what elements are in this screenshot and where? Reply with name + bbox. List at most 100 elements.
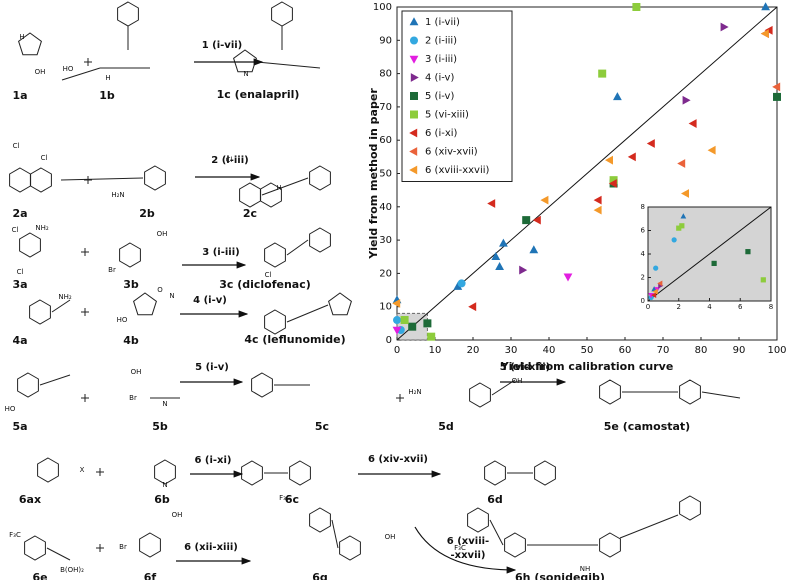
data-point [613, 92, 622, 101]
data-point [682, 95, 691, 105]
data-point [491, 251, 501, 260]
atom-label: Cl [265, 271, 272, 279]
data-point [522, 216, 531, 225]
data-point [646, 139, 655, 148]
legend-marker [410, 110, 418, 119]
ring [119, 242, 141, 268]
compound-label: 6e [32, 571, 47, 580]
y-tick-label: 90 [379, 35, 392, 46]
x-tick-label: 90 [733, 345, 746, 356]
data-point [468, 302, 477, 312]
compound-label: 6ax [19, 493, 41, 506]
reaction-label: 2 (i-iii) [211, 155, 248, 166]
bond [331, 519, 339, 549]
bond [46, 547, 71, 561]
data-point [711, 260, 717, 266]
bond [256, 61, 321, 69]
data-point [760, 277, 766, 283]
data-point [529, 245, 539, 254]
ring [17, 372, 39, 398]
data-point [563, 273, 573, 282]
data-point [761, 2, 770, 11]
ring [309, 227, 331, 253]
data-point [657, 280, 663, 287]
data-point [593, 195, 602, 205]
compound-label: 6c [285, 493, 299, 506]
x-tick-label: 6 [738, 303, 743, 311]
data-point [707, 145, 716, 155]
atom-label: B(OH)₂ [60, 566, 84, 574]
data-point [651, 292, 657, 298]
atom-label: HO [63, 65, 74, 73]
data-point [532, 215, 541, 225]
compound-label: 4a [12, 334, 27, 347]
data-point [423, 319, 432, 328]
x-tick-label: 4 [707, 303, 712, 311]
reaction-label: 3 (i-iii) [202, 247, 239, 258]
x-tick-label: 0 [394, 345, 400, 356]
ring [37, 457, 59, 483]
ring [233, 49, 257, 73]
ring [241, 460, 263, 486]
reaction-label: 5 (i-v) [195, 362, 229, 373]
atom-label: H₂N [111, 191, 124, 199]
ring [144, 165, 166, 191]
diagonal [647, 206, 772, 302]
ring [260, 182, 282, 208]
reaction-label: 6 (i-xi) [194, 455, 231, 466]
atom-label: Br [129, 394, 137, 402]
ring [30, 167, 52, 193]
atom-label: HO [5, 405, 16, 413]
legend-label: 6 (i-xi) [425, 128, 458, 139]
y-tick-label: 100 [373, 2, 392, 13]
compound-label: 2a [12, 207, 27, 220]
data-point [671, 237, 677, 243]
ring [328, 292, 352, 316]
data-point [773, 92, 781, 101]
y-tick-label: 60 [379, 135, 392, 146]
legend-marker [409, 55, 419, 64]
legend-label: 6 (xiv-xvii) [425, 147, 478, 158]
data-point [393, 316, 401, 325]
reaction-label: 6 (xviii- [447, 536, 489, 547]
compound-label: 1b [99, 89, 115, 102]
ring [271, 1, 293, 27]
x-tick-label: 0 [646, 303, 650, 311]
atom-label: N [243, 70, 248, 78]
bond [286, 304, 329, 323]
ring [599, 379, 621, 405]
reaction-label: 6 (xiv-xvii) [368, 454, 428, 465]
ring [679, 495, 701, 521]
x-tick-label: 40 [543, 345, 556, 356]
ring [289, 460, 311, 486]
atom-label: HO [117, 316, 128, 324]
data-point [392, 326, 402, 335]
data-point [593, 205, 602, 215]
ring [29, 299, 51, 325]
legend-label: 1 (i-vii) [425, 17, 460, 28]
compound-label: 5b [152, 420, 168, 433]
x-axis-label: Yield from calibration curve [500, 360, 674, 373]
data-point [676, 225, 682, 231]
bond [51, 299, 71, 313]
compound-label: 5c [315, 420, 329, 433]
legend-marker [410, 92, 418, 100]
ring [264, 309, 286, 335]
data-point [499, 238, 508, 247]
atom-label: H [276, 184, 281, 192]
data-point [598, 69, 607, 78]
ring [154, 459, 176, 485]
ring [139, 532, 161, 558]
data-point [540, 195, 549, 205]
x-tick-label: 70 [657, 345, 670, 356]
data-point [519, 265, 528, 275]
atom-label: NH₂ [35, 224, 49, 232]
ring [264, 242, 286, 268]
legend-label: 3 (i-iii) [425, 54, 457, 65]
compound-label: 6g [312, 571, 328, 580]
data-point [627, 152, 636, 162]
y-tick-label: 0 [641, 297, 645, 305]
data-point [495, 261, 504, 270]
data-point [427, 332, 436, 341]
ring [484, 460, 506, 486]
